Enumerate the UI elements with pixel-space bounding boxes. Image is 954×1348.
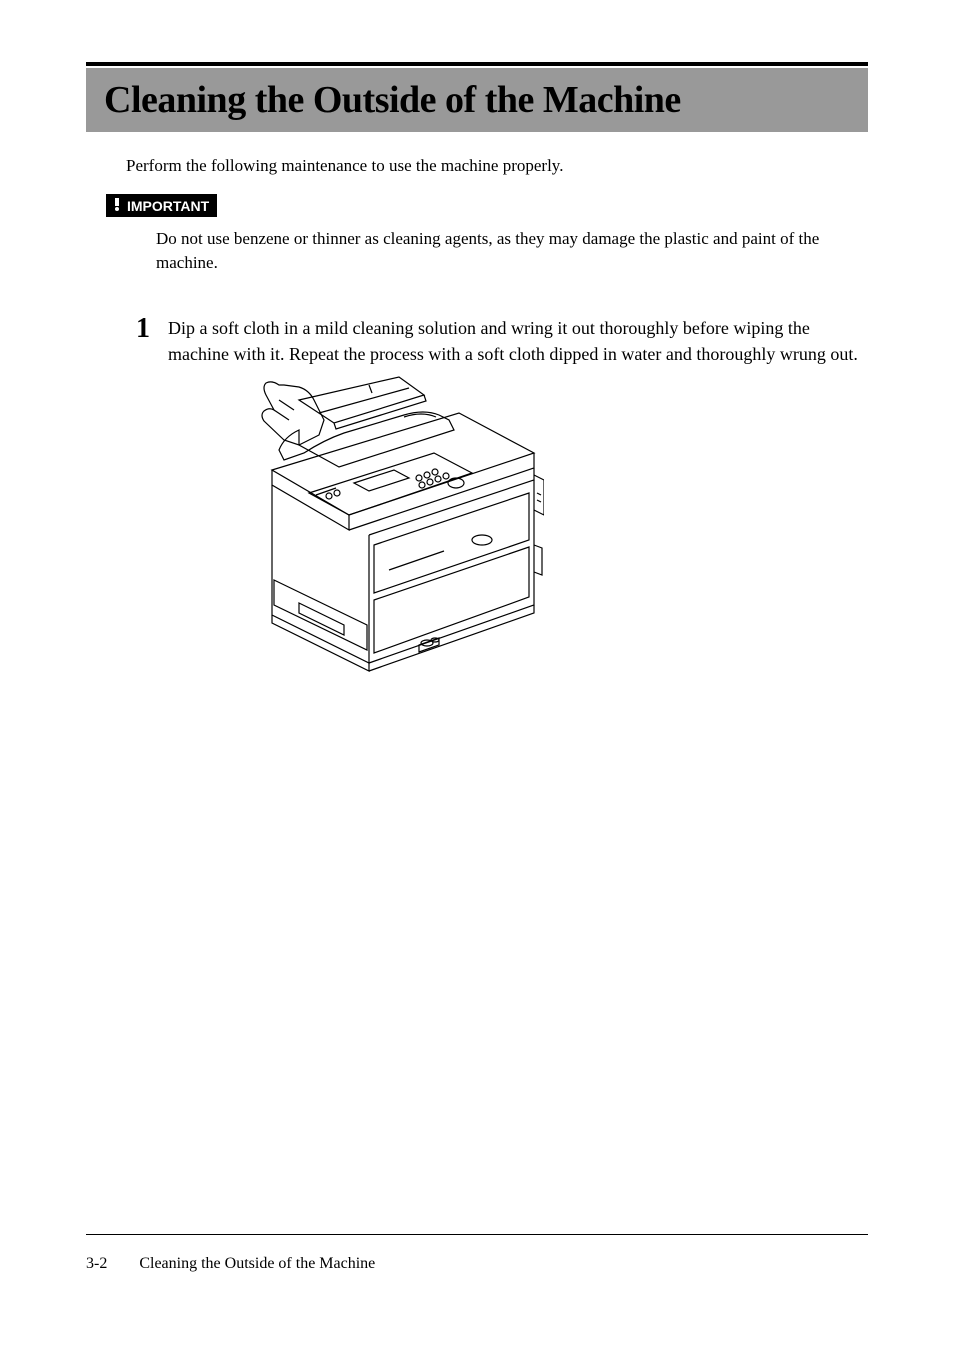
title-bar: Cleaning the Outside of the Machine <box>86 68 868 132</box>
footer-title: Cleaning the Outside of the Machine <box>139 1255 375 1272</box>
page-title: Cleaning the Outside of the Machine <box>104 78 850 122</box>
page-container: Cleaning the Outside of the Machine Perf… <box>0 0 954 367</box>
printer-illustration <box>224 365 544 675</box>
footer-text: 3-2 Cleaning the Outside of the Machine <box>86 1255 868 1273</box>
step-row: 1 Dip a soft cloth in a mild cleaning so… <box>136 315 858 367</box>
exclamation-icon <box>112 197 122 214</box>
important-label-text: IMPORTANT <box>127 198 209 214</box>
page-number: 3-2 <box>86 1255 107 1272</box>
title-block: Cleaning the Outside of the Machine <box>86 62 868 132</box>
important-warning-text: Do not use benzene or thinner as cleanin… <box>156 227 858 275</box>
footer-divider <box>86 1234 868 1235</box>
step-instruction: Dip a soft cloth in a mild cleaning solu… <box>168 315 858 367</box>
intro-text: Perform the following maintenance to use… <box>126 156 868 176</box>
important-block: IMPORTANT <box>106 194 868 217</box>
important-badge: IMPORTANT <box>106 194 217 217</box>
step-number: 1 <box>136 315 150 367</box>
page-footer: 3-2 Cleaning the Outside of the Machine <box>86 1234 868 1273</box>
